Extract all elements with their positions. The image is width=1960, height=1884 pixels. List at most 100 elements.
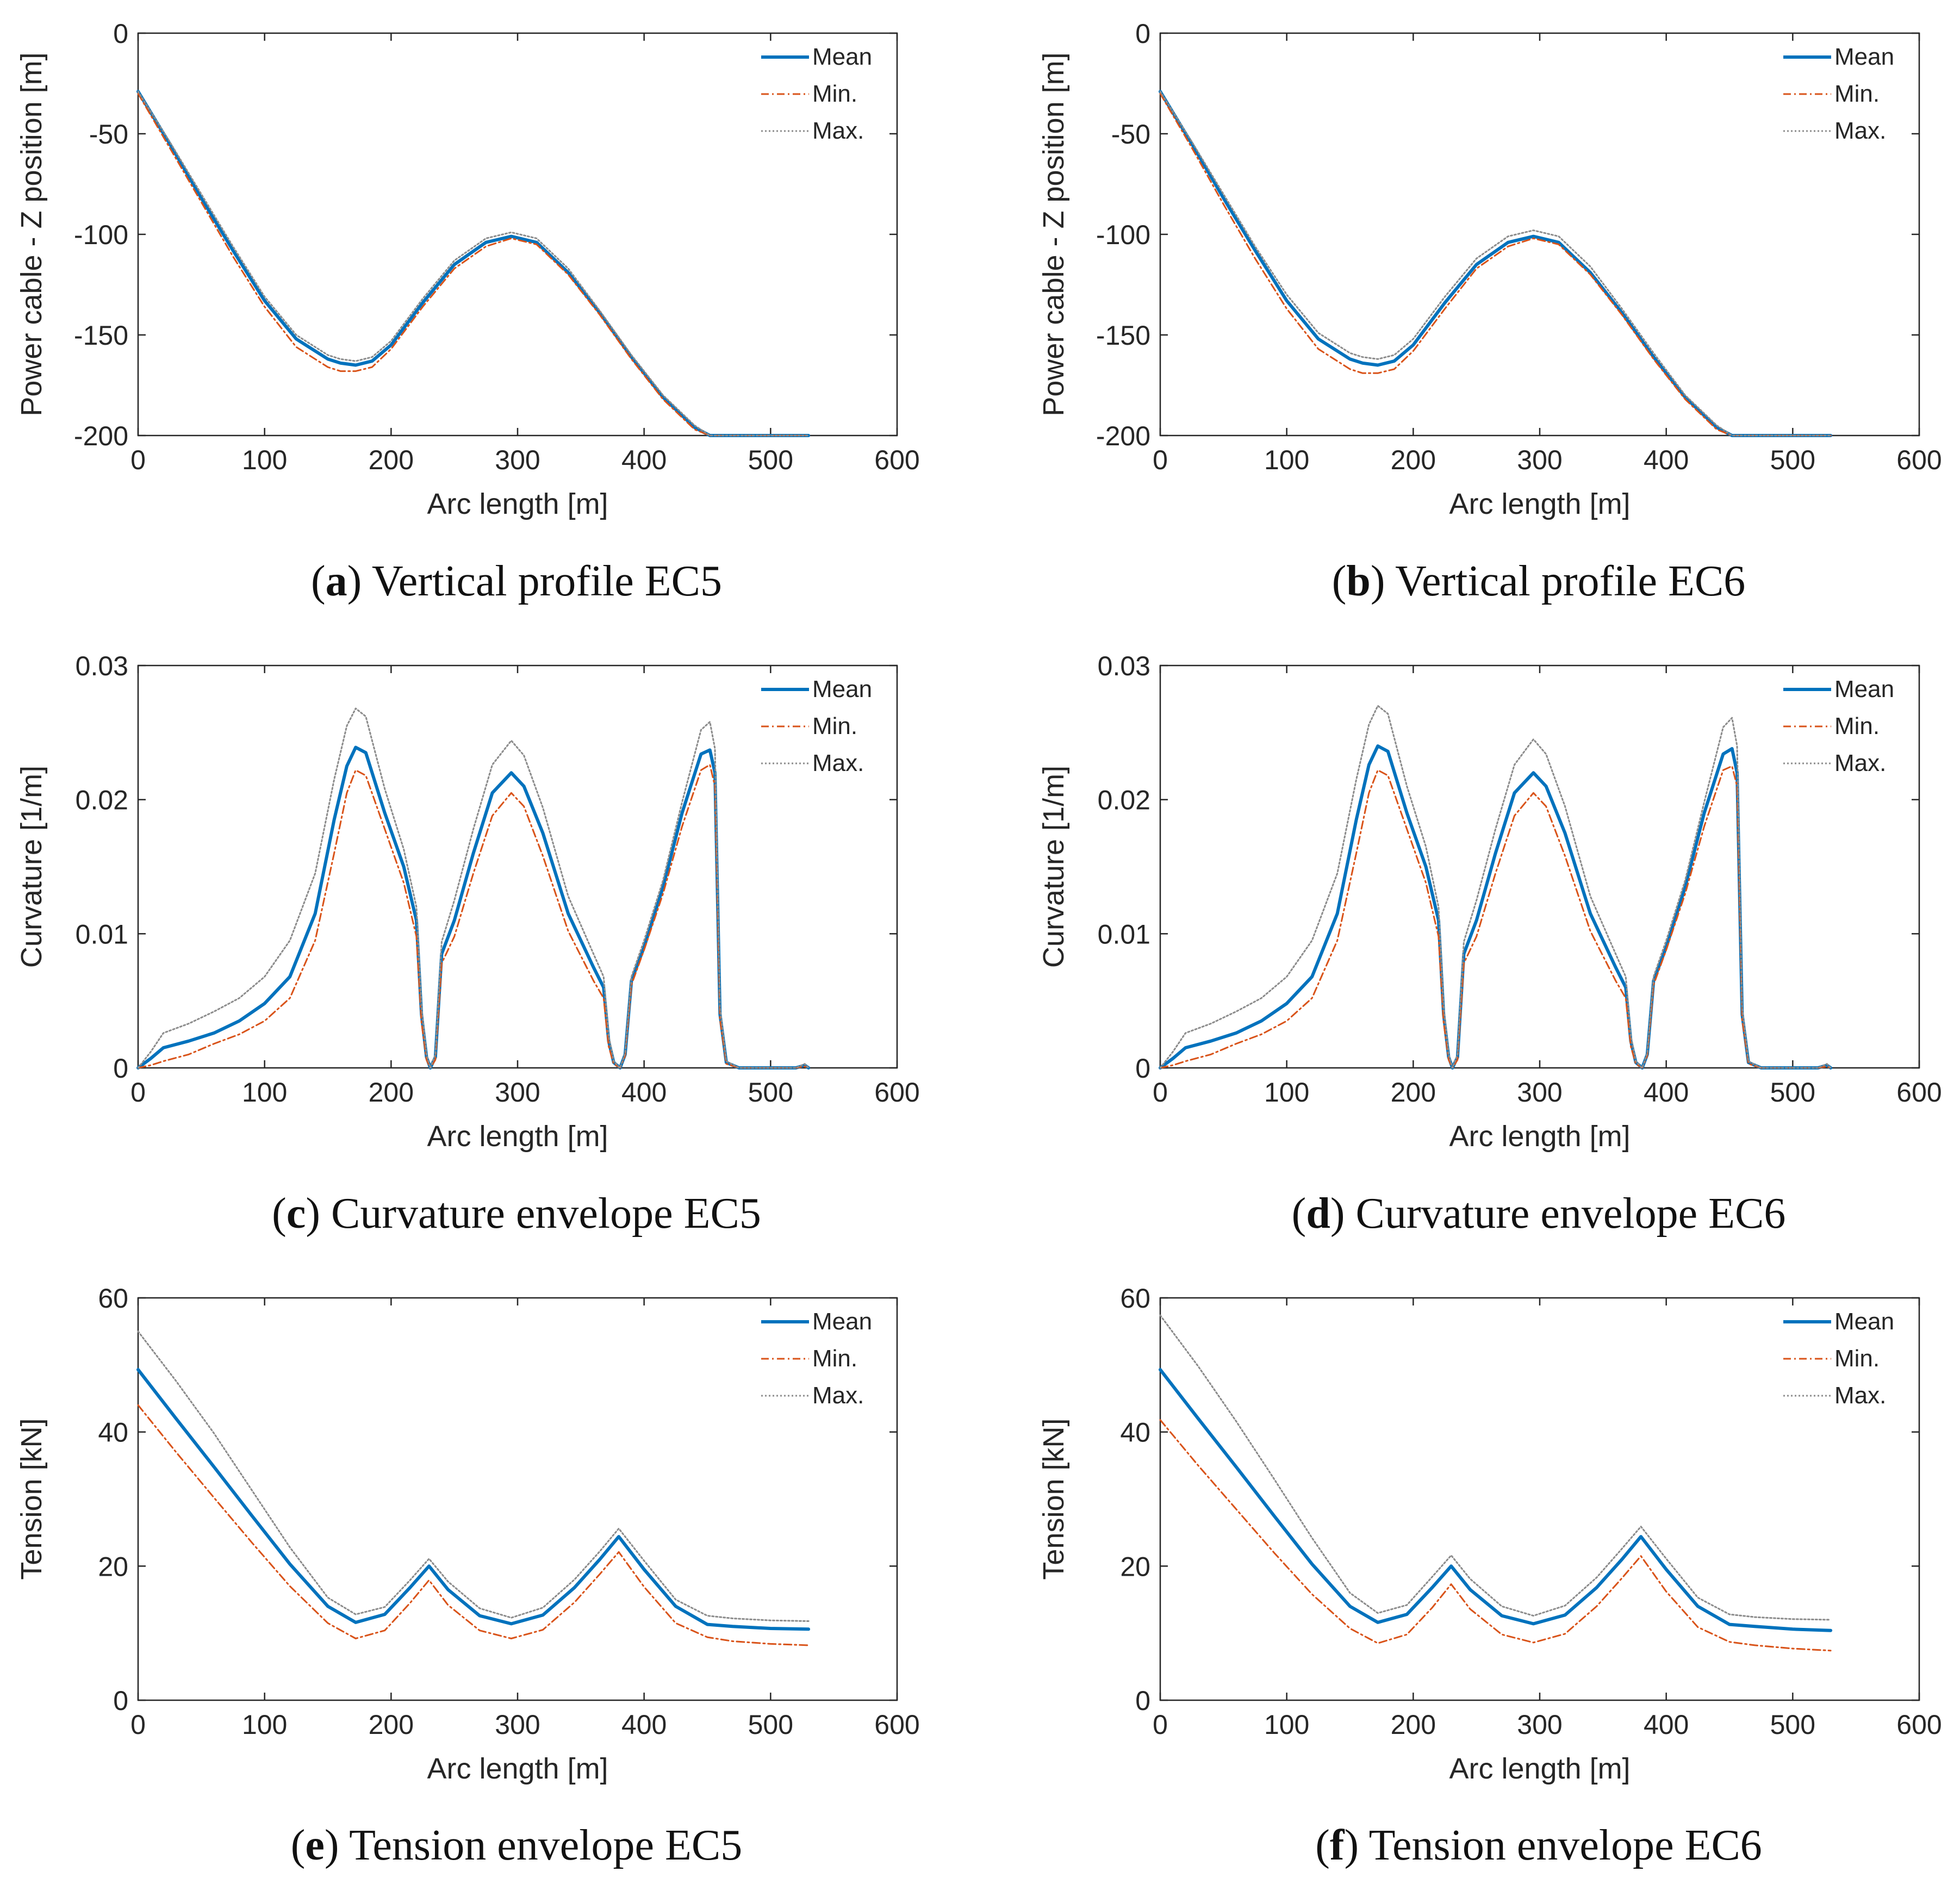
legend-label-min: Min. bbox=[812, 1345, 857, 1372]
series-line-mean bbox=[1159, 744, 1833, 1070]
x-axis-label: Arc length [m] bbox=[427, 1120, 608, 1153]
series-line-min bbox=[137, 764, 810, 1069]
x-tick-label: 400 bbox=[621, 445, 667, 475]
legend-label-min: Min. bbox=[812, 80, 857, 107]
x-tick-label: 100 bbox=[242, 1709, 287, 1740]
x-tick-label: 600 bbox=[874, 445, 919, 475]
y-tick-label: -100 bbox=[74, 220, 128, 250]
legend-label-max: Max. bbox=[1834, 117, 1886, 144]
y-tick-label: 0 bbox=[113, 1053, 128, 1084]
y-axis-label: Curvature [1/m] bbox=[15, 766, 48, 968]
panel-e-tension-envelope-ec5: 0 100 200 300 400 500 600 0 20 40 60 Arc length [m]… bbox=[15, 1283, 920, 1785]
x-tick-label: 600 bbox=[1896, 1077, 1942, 1108]
y-tick-label: 0 bbox=[1135, 18, 1150, 49]
series-line-min bbox=[137, 92, 810, 437]
y-tick-label: 40 bbox=[1120, 1417, 1150, 1448]
y-tick-label: 20 bbox=[1120, 1551, 1150, 1582]
plot-area bbox=[1159, 32, 1920, 437]
y-tick-label: -100 bbox=[1096, 220, 1150, 250]
y-tick-label: -200 bbox=[1096, 421, 1150, 451]
x-tick-label: 400 bbox=[621, 1077, 667, 1108]
x-tick-label: 600 bbox=[874, 1709, 919, 1740]
y-axis-label: Power cable - Z position [m] bbox=[15, 52, 48, 416]
x-tick-label: 500 bbox=[1770, 445, 1815, 475]
y-tick-label: -200 bbox=[74, 421, 128, 451]
x-tick-label: 300 bbox=[1517, 1709, 1562, 1740]
y-tick-label: 0.02 bbox=[76, 785, 128, 816]
legend-label-min: Min. bbox=[1834, 1345, 1880, 1372]
x-tick-label: 500 bbox=[748, 1077, 793, 1108]
panel-b-vertical-profile-ec6: 0 100 200 300 400 500 600 -200 -150 -100 -50 0 Arc l… bbox=[1037, 18, 1942, 520]
series-line-max bbox=[1159, 705, 1832, 1069]
legend-label-mean: Mean bbox=[1834, 43, 1894, 70]
legend-label-mean: Mean bbox=[1834, 676, 1894, 702]
legend-label-min: Min. bbox=[812, 713, 857, 739]
legend-label-max: Max. bbox=[812, 750, 864, 776]
x-tick-label: 500 bbox=[1770, 1077, 1815, 1108]
series-line-mean bbox=[1159, 1368, 1833, 1632]
x-tick-label: 0 bbox=[130, 445, 146, 475]
y-tick-label: 60 bbox=[98, 1283, 128, 1314]
legend-label-mean: Mean bbox=[812, 1308, 872, 1335]
panel-d-curvature-envelope-ec6: 0 100 200 300 400 500 600 0 0.01 0.02 0.03 Arc leng… bbox=[1037, 651, 1942, 1153]
plot-area bbox=[1159, 664, 1920, 1069]
x-tick-label: 200 bbox=[1391, 445, 1436, 475]
y-tick-label: 40 bbox=[98, 1417, 128, 1448]
x-tick-label: 0 bbox=[130, 1077, 146, 1108]
series-line-max bbox=[137, 707, 810, 1069]
series-line-min bbox=[1159, 765, 1832, 1069]
y-tick-label: -150 bbox=[74, 320, 128, 351]
x-tick-label: 0 bbox=[1153, 445, 1168, 475]
legend-label-mean: Mean bbox=[812, 676, 872, 702]
y-axis-label: Curvature [1/m] bbox=[1037, 766, 1070, 968]
series-line-max bbox=[1159, 90, 1832, 437]
caption-f: (f) Tension envelope EC6 bbox=[1315, 1821, 1762, 1869]
plot-area bbox=[137, 1297, 898, 1701]
x-tick-label: 300 bbox=[495, 1077, 540, 1108]
caption-b: (b) Vertical profile EC6 bbox=[1332, 557, 1746, 605]
series-line-min bbox=[137, 1404, 810, 1646]
x-tick-label: 300 bbox=[495, 1709, 540, 1740]
x-axis-label: Arc length [m] bbox=[1449, 1120, 1630, 1153]
caption-a: (a) Vertical profile EC5 bbox=[311, 557, 722, 605]
x-tick-label: 400 bbox=[1644, 1077, 1689, 1108]
x-tick-label: 100 bbox=[1264, 1709, 1309, 1740]
series-line-mean bbox=[136, 1368, 811, 1631]
y-tick-label: 0.01 bbox=[1098, 919, 1150, 949]
series-line-min bbox=[1159, 92, 1832, 437]
caption-c: (c) Curvature envelope EC5 bbox=[272, 1190, 761, 1238]
x-tick-label: 200 bbox=[369, 445, 414, 475]
series-line-max bbox=[137, 1330, 810, 1622]
y-tick-label: -150 bbox=[1096, 320, 1150, 351]
panel-f-tension-envelope-ec6: 0 100 200 300 400 500 600 0 20 40 60 Arc length [m]… bbox=[1037, 1283, 1942, 1785]
x-tick-label: 600 bbox=[1896, 1709, 1942, 1740]
y-axis-label: Tension [kN] bbox=[15, 1418, 48, 1580]
y-tick-label: 0 bbox=[113, 1686, 128, 1716]
series-line-mean bbox=[136, 745, 811, 1070]
legend-label-mean: Mean bbox=[812, 43, 872, 70]
x-tick-label: 500 bbox=[748, 445, 793, 475]
series-line-min bbox=[1159, 1419, 1832, 1652]
x-tick-label: 300 bbox=[495, 445, 540, 475]
x-tick-label: 600 bbox=[1896, 445, 1942, 475]
x-tick-label: 100 bbox=[1264, 445, 1309, 475]
x-axis-label: Arc length [m] bbox=[427, 488, 608, 520]
legend-label-max: Max. bbox=[1834, 750, 1886, 776]
x-axis-label: Arc length [m] bbox=[1449, 1752, 1630, 1785]
legend-label-min: Min. bbox=[1834, 713, 1880, 739]
series-line-mean bbox=[136, 90, 811, 437]
x-tick-label: 0 bbox=[1153, 1077, 1168, 1108]
y-tick-label: -50 bbox=[89, 119, 128, 150]
x-tick-label: 300 bbox=[1517, 445, 1562, 475]
caption-e: (e) Tension envelope EC5 bbox=[291, 1821, 742, 1869]
y-tick-label: 0.03 bbox=[1098, 651, 1150, 681]
legend-label-max: Max. bbox=[812, 117, 864, 144]
legend-label-min: Min. bbox=[1834, 80, 1880, 107]
x-tick-label: 400 bbox=[1644, 445, 1689, 475]
x-tick-label: 100 bbox=[242, 445, 287, 475]
x-tick-label: 600 bbox=[874, 1077, 919, 1108]
x-tick-label: 500 bbox=[1770, 1709, 1815, 1740]
y-tick-label: -50 bbox=[1111, 119, 1150, 150]
y-axis-label: Tension [kN] bbox=[1037, 1418, 1070, 1580]
